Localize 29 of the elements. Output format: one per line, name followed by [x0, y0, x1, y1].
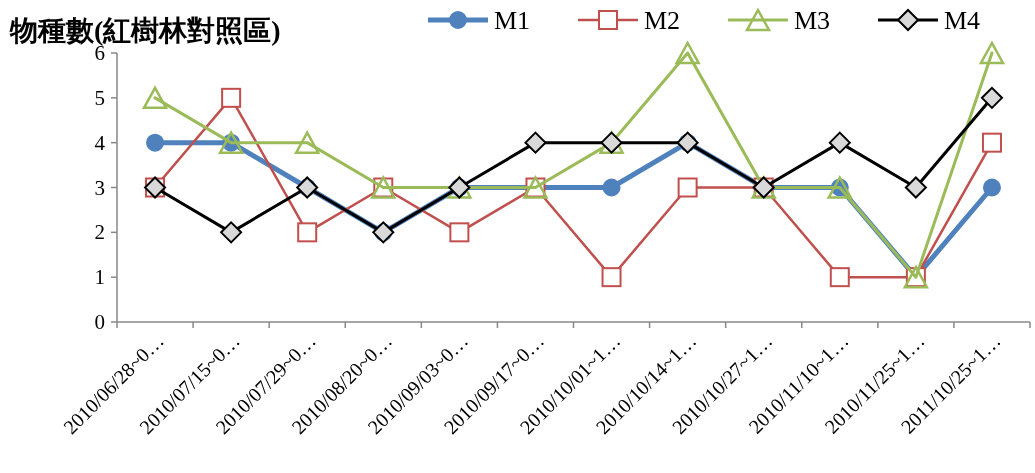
point [601, 267, 622, 288]
y-tick-label: 4 [94, 130, 106, 155]
point [982, 178, 1001, 197]
point [221, 87, 242, 108]
point [981, 132, 1002, 153]
y-tick-label: 1 [94, 265, 105, 290]
y-tick-label: 0 [94, 310, 105, 334]
point [142, 86, 168, 110]
point [829, 267, 850, 288]
point [828, 131, 851, 154]
y-tick-label: 2 [94, 220, 105, 245]
point [980, 86, 1003, 109]
legend-label: M4 [944, 6, 981, 35]
legend-label: M2 [644, 6, 681, 35]
point [524, 131, 547, 154]
point [677, 177, 698, 198]
legend-label: M1 [494, 6, 531, 35]
point [297, 222, 318, 243]
legend-label: M3 [794, 6, 831, 35]
y-tick-label: 5 [94, 85, 105, 110]
point [449, 222, 470, 243]
point [602, 178, 621, 197]
point [294, 131, 320, 154]
point [220, 221, 243, 244]
y-tick-label: 3 [94, 175, 105, 200]
point [146, 133, 165, 152]
point [979, 41, 1005, 65]
point [904, 176, 927, 199]
point [675, 41, 700, 65]
